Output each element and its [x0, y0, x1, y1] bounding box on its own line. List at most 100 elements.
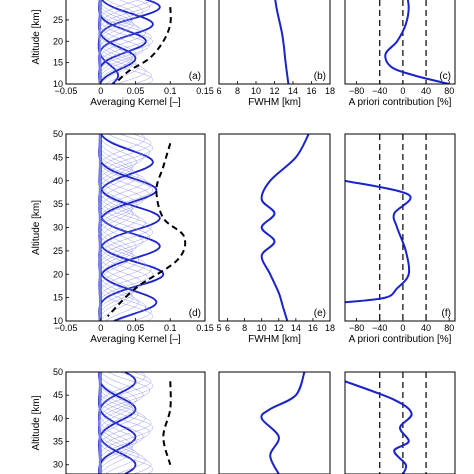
panel-label: (d): [189, 308, 201, 319]
profile-line: [345, 179, 412, 304]
x-tick-label: 0.1: [164, 86, 177, 96]
x-tick-label: 0: [98, 86, 103, 96]
x-axis-label: FWHM [km]: [248, 97, 301, 108]
y-tick-label: 40: [53, 413, 63, 423]
profile-line: [274, 0, 290, 84]
x-tick-label: 14: [288, 86, 298, 96]
kernel-thin: [98, 0, 150, 84]
y-tick-label: 10: [53, 316, 63, 326]
profile-line: [384, 0, 450, 84]
kernel-thin: [98, 372, 146, 474]
x-tick-label: 0: [400, 86, 405, 96]
x-tick-label: 8: [242, 323, 247, 333]
kernel-thin: [98, 0, 146, 84]
kernel-sum-dashed: [106, 143, 187, 317]
y-tick-label: 50: [53, 367, 63, 377]
x-tick-label: −0.05: [55, 86, 78, 96]
x-axis-label: Averaging Kernel [–]: [90, 97, 181, 108]
panel-7-plot: [260, 372, 306, 474]
panel-label: (a): [189, 71, 201, 82]
x-tick-label: 40: [421, 86, 431, 96]
x-tick-label: 80: [444, 323, 454, 333]
kernel-thin: [98, 0, 139, 84]
y-tick-label: 25: [53, 246, 63, 256]
panel-3-plot: [98, 134, 187, 321]
panel-5-plot: [345, 134, 427, 321]
kernel-thin: [98, 0, 147, 84]
y-tick-label: 30: [53, 460, 63, 470]
y-tick-label: 20: [53, 269, 63, 279]
axes-frame: [344, 0, 456, 85]
kernel-sum-dashed: [162, 381, 172, 465]
axes-frame: [218, 133, 331, 322]
panel-label: (f): [442, 308, 451, 319]
x-tick-label: 12: [274, 323, 284, 333]
x-tick-label: 0.15: [196, 86, 214, 96]
y-tick-label: 35: [53, 199, 63, 209]
x-tick-label: −80: [349, 323, 364, 333]
kernel-thin: [98, 372, 139, 474]
x-tick-label: 0.05: [127, 323, 145, 333]
x-tick-label: 0.15: [196, 323, 214, 333]
y-tick-label: 45: [53, 152, 63, 162]
x-tick-label: 6: [216, 86, 221, 96]
x-axis-label: FWHM [km]: [248, 334, 301, 345]
panel-label: (c): [439, 71, 451, 82]
kernel-thin: [98, 0, 151, 84]
axes-frame: [344, 371, 456, 474]
x-tick-label: 10: [251, 86, 261, 96]
x-tick-label: −0.05: [55, 323, 78, 333]
panel-2-plot: [379, 0, 450, 84]
axes-frame: [218, 371, 331, 474]
x-tick-label: 0.1: [164, 323, 177, 333]
x-tick-label: 0: [400, 323, 405, 333]
x-tick-label: 16: [308, 323, 318, 333]
y-tick-label: 25: [53, 15, 63, 25]
profile-line: [260, 134, 310, 321]
kernel-thin: [98, 372, 146, 474]
panel-label: (b): [314, 71, 326, 82]
x-tick-label: −40: [372, 86, 387, 96]
y-tick-label: 35: [53, 437, 63, 447]
x-tick-label: 8: [235, 86, 240, 96]
axes-frame: [65, 133, 206, 322]
y-tick-label: 40: [53, 176, 63, 186]
y-axis-label: Altitude [km]: [31, 395, 42, 450]
y-tick-label: 45: [53, 390, 63, 400]
panel-8-plot: [345, 372, 427, 474]
x-tick-label: 18: [325, 323, 335, 333]
x-tick-label: 40: [421, 323, 431, 333]
panel-1-plot: [274, 0, 290, 84]
panel-label: (e): [314, 308, 326, 319]
x-axis-label: Averaging Kernel [–]: [90, 334, 181, 345]
x-tick-label: 18: [325, 86, 335, 96]
profile-line: [260, 372, 306, 474]
axes-frame: [344, 133, 456, 322]
y-axis-label: Altitude [km]: [31, 9, 42, 64]
x-tick-label: −40: [372, 323, 387, 333]
kernel-thick: [98, 0, 147, 84]
panel-0-plot: [97, 0, 172, 84]
y-tick-label: 15: [53, 58, 63, 68]
x-tick-label: 0.05: [127, 86, 145, 96]
axes-frame: [65, 371, 206, 474]
x-tick-label: 12: [269, 86, 279, 96]
x-tick-label: 10: [257, 323, 267, 333]
x-tick-label: −80: [349, 86, 364, 96]
x-axis-label: A priori contribution [%]: [349, 334, 452, 345]
kernel-thin: [98, 0, 152, 84]
x-tick-label: 16: [306, 86, 316, 96]
panel-6-plot: [98, 372, 172, 474]
y-axis-label: Altitude [km]: [31, 200, 42, 255]
x-tick-label: 5: [216, 323, 221, 333]
x-tick-label: 14: [291, 323, 301, 333]
x-axis-label: A priori contribution [%]: [349, 97, 452, 108]
kernel-sum-dashed: [114, 7, 172, 84]
x-tick-label: 80: [444, 86, 454, 96]
y-tick-label: 50: [53, 129, 63, 139]
y-tick-label: 30: [53, 223, 63, 233]
y-tick-label: 10: [53, 79, 63, 89]
y-tick-label: 20: [53, 36, 63, 46]
x-tick-label: 6: [225, 323, 230, 333]
